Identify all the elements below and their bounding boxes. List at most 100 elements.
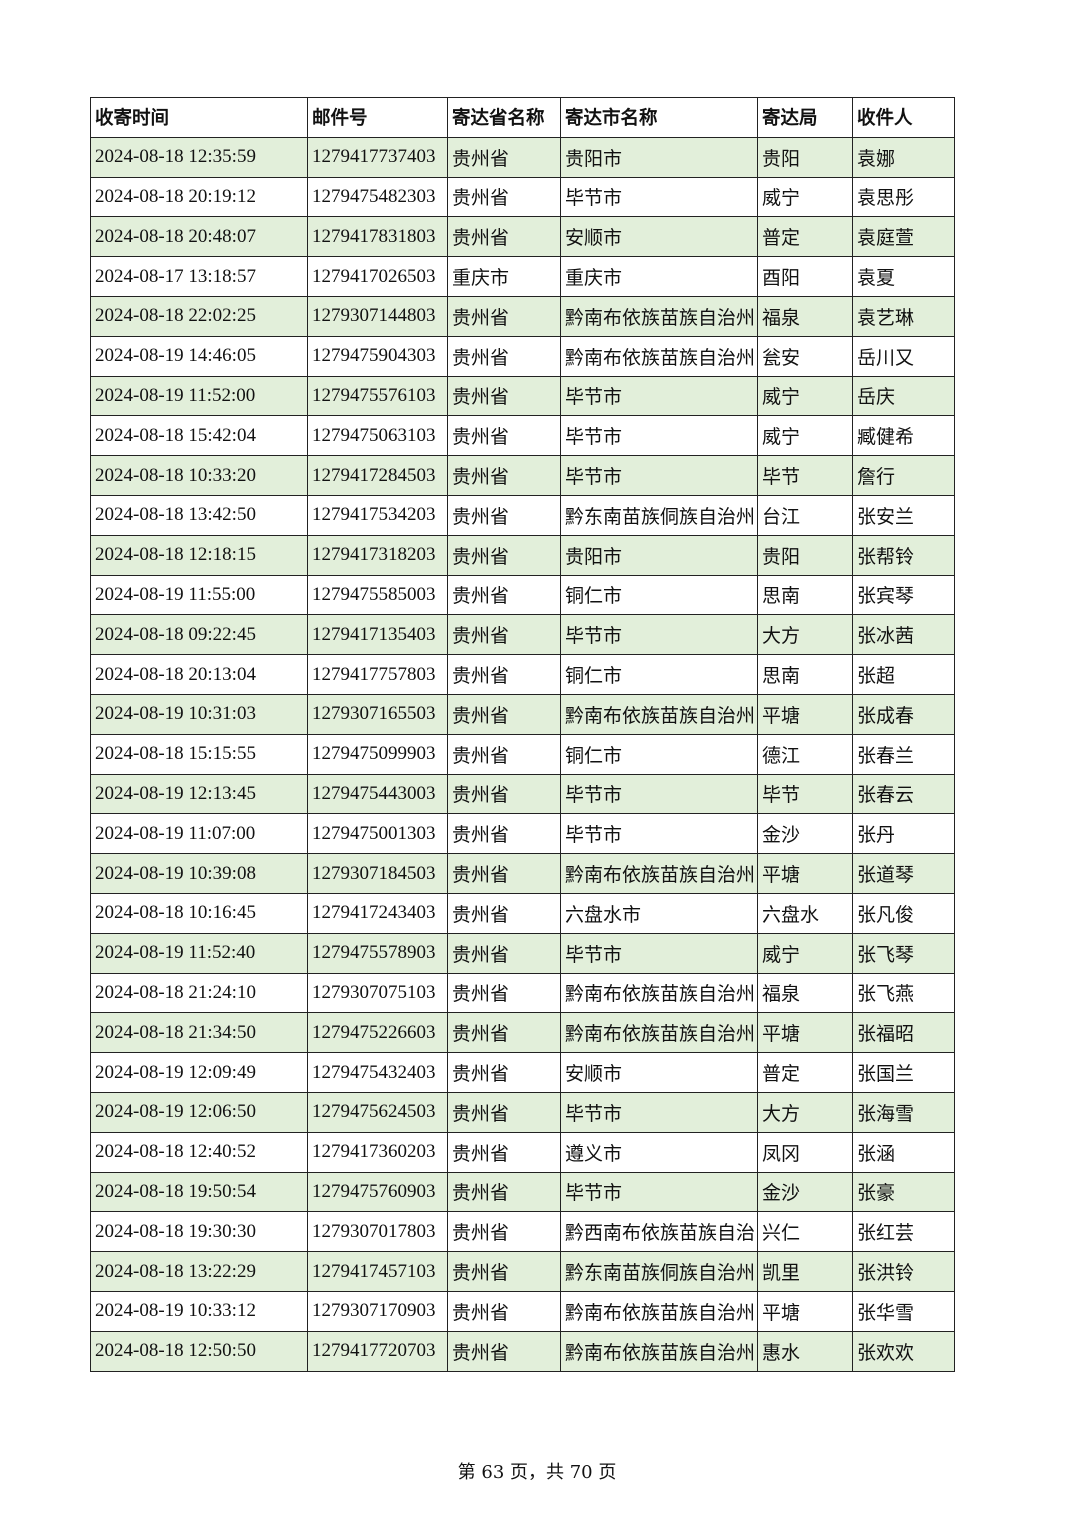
cell-col-mail-no: 1279475760903 [307,1171,448,1213]
cell-col-city: 铜仁市 [560,733,758,775]
cell-col-time: 2024-08-19 12:09:49 [90,1052,308,1093]
page-footer: 第 63 页，共 70 页 [457,1462,617,1483]
cell-col-province: 贵州省 [447,415,561,457]
cell-col-time: 2024-08-19 11:52:00 [90,375,308,417]
cell-col-mail-no: 1279475063103 [307,415,448,457]
cell-col-office: 大方 [757,1091,853,1133]
table-row: 2024-08-18 19:50:54 1279475760903 贵州省 毕节市 金沙… [90,1171,955,1213]
cell-col-city: 贵阳市 [560,136,758,178]
cell-col-office: 贵阳 [757,534,853,576]
table-row: 2024-08-19 10:33:12 1279307170903 贵州省 黔南布依族… [90,1290,955,1332]
cell-col-province: 贵州省 [447,1052,561,1093]
cell-col-province: 贵州省 [447,216,561,258]
cell-col-office: 威宁 [757,375,853,417]
cell-col-city: 毕节市 [560,1171,758,1213]
cell-col-office: 六盘水 [757,892,853,934]
cell-col-province: 贵州省 [447,1330,561,1372]
header-col-recipient: 收件人 [852,97,955,138]
cell-col-city: 毕节市 [560,455,758,496]
cell-col-city: 铜仁市 [560,654,758,695]
cell-col-office: 惠水 [757,1330,853,1372]
cell-col-mail-no: 1279475099903 [307,733,448,775]
table-row: 2024-08-18 12:35:59 1279417737403 贵州省 贵阳市 贵阳… [90,136,955,178]
cell-col-office: 思南 [757,574,853,616]
cell-col-recipient: 张道琴 [852,853,955,894]
cell-col-city: 黔东南苗族侗族自治州 [560,1251,758,1292]
cell-col-office: 瓮安 [757,335,853,377]
cell-col-recipient: 岳川又 [852,335,955,377]
cell-col-city: 六盘水市 [560,892,758,934]
table-row: 2024-08-18 12:18:15 1279417318203 贵州省 贵阳市 贵阳… [90,534,955,576]
cell-col-province: 贵州省 [447,534,561,576]
cell-col-recipient: 张春云 [852,773,955,815]
cell-col-mail-no: 1279475432403 [307,1052,448,1093]
cell-col-recipient: 袁思彤 [852,176,955,218]
cell-col-time: 2024-08-18 20:19:12 [90,176,308,218]
cell-col-mail-no: 1279475001303 [307,813,448,855]
cell-col-city: 黔南布依族苗族自治州 [560,693,758,735]
cell-col-province: 贵州省 [447,375,561,417]
cell-col-recipient: 张丹 [852,813,955,855]
table-row: 2024-08-18 12:50:50 1279417720703 贵州省 黔南布依族… [90,1330,955,1372]
cell-col-mail-no: 1279307184503 [307,853,448,894]
table-row: 2024-08-19 14:46:05 1279475904303 贵州省 黔南布依族… [90,335,955,377]
cell-col-mail-no: 1279475578903 [307,932,448,974]
cell-col-office: 平塘 [757,693,853,735]
cell-col-time: 2024-08-18 09:22:45 [90,614,308,656]
cell-col-recipient: 张飞燕 [852,972,955,1014]
cell-col-city: 黔南布依族苗族自治州 [560,295,758,337]
table-row: 2024-08-18 12:40:52 1279417360203 贵州省 遵义市 凤冈… [90,1131,955,1173]
cell-col-province: 贵州省 [447,1171,561,1213]
cell-col-mail-no: 1279417831803 [307,216,448,258]
cell-col-office: 平塘 [757,1012,853,1054]
cell-col-city: 黔南布依族苗族自治州 [560,335,758,377]
cell-col-province: 贵州省 [447,176,561,218]
table-row: 2024-08-18 09:22:45 1279417135403 贵州省 毕节市 大方… [90,614,955,656]
cell-col-time: 2024-08-18 12:35:59 [90,136,308,178]
cell-col-city: 毕节市 [560,176,758,218]
table-row: 2024-08-18 10:16:45 1279417243403 贵州省 六盘水市六… [90,892,955,934]
header-col-time: 收寄时间 [90,97,308,138]
cell-col-city: 安顺市 [560,1052,758,1093]
cell-col-office: 福泉 [757,295,853,337]
cell-col-recipient: 张帮铃 [852,534,955,576]
cell-col-office: 毕节 [757,773,853,815]
cell-col-time: 2024-08-18 21:24:10 [90,972,308,1014]
cell-col-mail-no: 1279417284503 [307,455,448,496]
cell-col-city: 黔南布依族苗族自治州 [560,972,758,1014]
cell-col-province: 贵州省 [447,136,561,178]
cell-col-mail-no: 1279417534203 [307,494,448,536]
cell-col-province: 贵州省 [447,335,561,377]
header-col-office: 寄达局 [757,97,853,138]
cell-col-province: 贵州省 [447,494,561,536]
cell-col-time: 2024-08-17 13:18:57 [90,256,308,297]
cell-col-office: 福泉 [757,972,853,1014]
cell-col-city: 遵义市 [560,1131,758,1173]
cell-col-province: 贵州省 [447,972,561,1014]
cell-col-province: 贵州省 [447,1131,561,1173]
table-row: 2024-08-19 12:13:45 1279475443003 贵州省 毕节市 毕节… [90,773,955,815]
table-row: 2024-08-18 13:42:50 1279417534203 贵州省 黔东南苗族… [90,494,955,536]
table-row: 2024-08-17 13:18:57 1279417026503 重庆市 重庆市 酉阳… [90,256,955,297]
table-row: 2024-08-19 11:52:40 1279475578903 贵州省 毕节市 威宁… [90,932,955,974]
cell-col-office: 平塘 [757,853,853,894]
cell-col-mail-no: 1279475576103 [307,375,448,417]
cell-col-mail-no: 1279417318203 [307,534,448,576]
cell-col-province: 贵州省 [447,295,561,337]
cell-col-province: 贵州省 [447,892,561,934]
cell-col-mail-no: 1279417135403 [307,614,448,656]
cell-col-time: 2024-08-18 10:16:45 [90,892,308,934]
cell-col-recipient: 张红芸 [852,1211,955,1253]
table-row: 2024-08-18 13:22:29 1279417457103 贵州省 黔东南苗族… [90,1251,955,1292]
cell-col-office: 威宁 [757,415,853,457]
cell-col-mail-no: 1279475624503 [307,1091,448,1133]
cell-col-city: 毕节市 [560,375,758,417]
cell-col-recipient: 臧健希 [852,415,955,457]
cell-col-office: 金沙 [757,813,853,855]
cell-col-recipient: 张涵 [852,1131,955,1173]
cell-col-time: 2024-08-18 21:34:50 [90,1012,308,1054]
header-col-mail-no: 邮件号 [307,97,448,138]
cell-col-time: 2024-08-18 13:22:29 [90,1251,308,1292]
cell-col-time: 2024-08-19 14:46:05 [90,335,308,377]
table-row: 2024-08-18 19:30:30 1279307017803 贵州省 黔西南布依… [90,1211,955,1253]
